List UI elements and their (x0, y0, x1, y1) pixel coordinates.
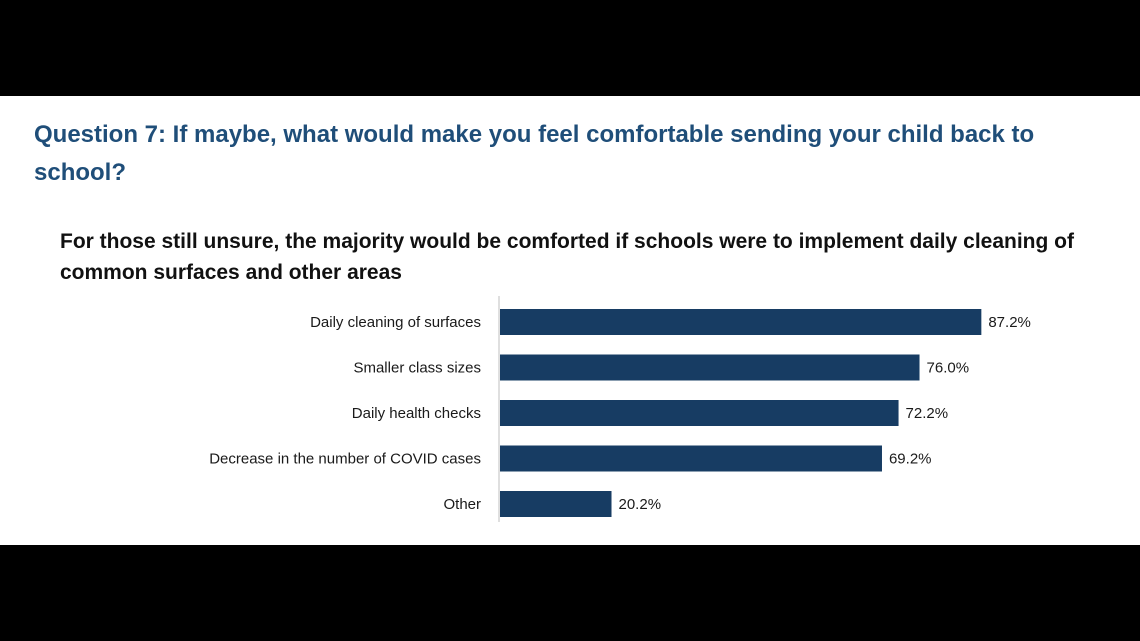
value-label: 72.2% (906, 405, 949, 422)
value-label: 76.0% (927, 360, 970, 377)
category-label: Decrease in the number of COVID cases (209, 451, 481, 468)
category-label: Daily health checks (352, 405, 481, 422)
value-label: 69.2% (889, 451, 932, 468)
category-label: Smaller class sizes (353, 360, 481, 377)
value-label: 87.2% (988, 314, 1031, 331)
question-heading: Question 7: If maybe, what would make yo… (34, 121, 1035, 186)
chart-title: For those still unsure, the majority wou… (60, 230, 1074, 284)
bar (500, 445, 882, 472)
bar (500, 309, 982, 335)
bar (500, 491, 612, 517)
letterbox-top (0, 0, 1140, 96)
bar (500, 354, 920, 381)
category-label: Other (443, 496, 481, 513)
letterbox-bottom (0, 545, 1140, 641)
category-label: Daily cleaning of surfaces (310, 314, 481, 331)
bar (500, 400, 899, 426)
bar-chart: Daily cleaning of surfaces 87.2% Smaller c… (209, 296, 1031, 522)
slide: Question 7: If maybe, what would make yo… (0, 96, 1140, 545)
value-label: 20.2% (619, 496, 662, 513)
